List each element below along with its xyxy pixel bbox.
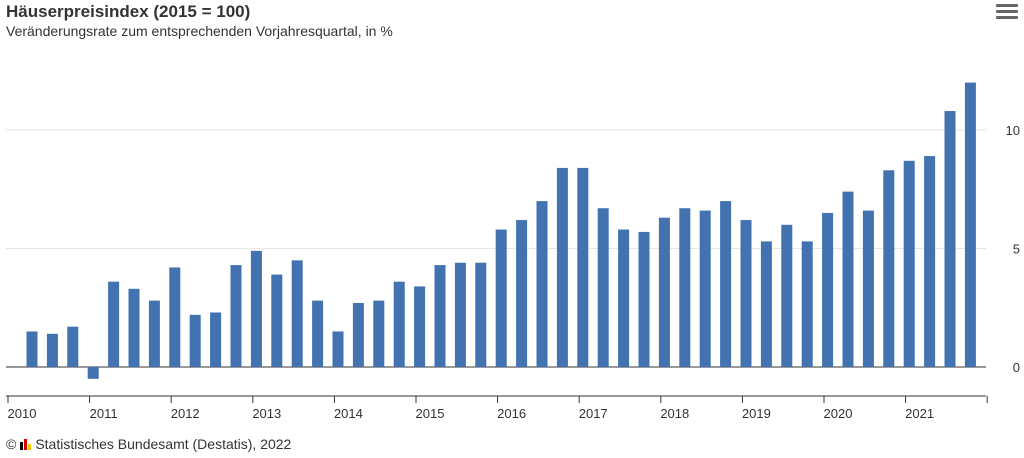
bar: 2019 Q2: 6 bbox=[781, 224, 793, 367]
bar: 2013 Q2: 4.5 bbox=[291, 260, 303, 367]
bar: 2017 Q1: 6.7 bbox=[597, 208, 609, 367]
hamburger-menu-icon[interactable] bbox=[996, 4, 1018, 22]
bar: 2010 Q3: 1.7 bbox=[67, 326, 79, 367]
chart-subtitle: Veränderungsrate zum entsprechenden Vorj… bbox=[6, 23, 393, 39]
credits-text: Statistisches Bundesamt (Destatis), 2022 bbox=[35, 436, 292, 452]
bar: 2020 Q4: 8.7 bbox=[903, 160, 915, 367]
credits: © Statistisches Bundesamt (Destatis), 20… bbox=[6, 436, 291, 452]
bar: 2020 Q3: 8.3 bbox=[883, 170, 895, 367]
x-tick-label: 2018 bbox=[660, 406, 689, 421]
x-tick-label: 2010 bbox=[8, 406, 37, 421]
bar: 2020 Q1: 7.4 bbox=[842, 191, 854, 367]
bar: 2012 Q2: 2.3 bbox=[210, 312, 222, 367]
x-tick-label: 2014 bbox=[334, 406, 363, 421]
bar: 2010 Q2: 1.4 bbox=[46, 333, 58, 367]
bar: 2021 Q1: 8.9 bbox=[924, 156, 936, 367]
bar: 2015 Q1: 4.3 bbox=[434, 265, 446, 367]
bar: 2012 Q3: 4.3 bbox=[230, 265, 242, 367]
bar: 2012 Q4: 4.9 bbox=[250, 250, 262, 367]
x-tick-label: 2017 bbox=[579, 406, 608, 421]
bar: 2011 Q2: 3.3 bbox=[128, 288, 140, 367]
x-tick-label: 2013 bbox=[252, 406, 281, 421]
bar: 2016 Q4: 8.4 bbox=[577, 167, 589, 367]
bar: 2018 Q2: 6.6 bbox=[699, 210, 711, 367]
x-tick-label: 2020 bbox=[824, 406, 853, 421]
x-tick-label: 2012 bbox=[171, 406, 200, 421]
y-tick-label: 5 bbox=[1013, 242, 1020, 257]
bar: 2019 Q1: 5.3 bbox=[760, 241, 772, 367]
bar: 2011 Q4: 4.2 bbox=[169, 267, 181, 367]
bar: 2011 Q3: 2.8 bbox=[148, 300, 160, 367]
bar: 2015 Q2: 4.4 bbox=[454, 262, 466, 367]
bar: 2017 Q2: 5.8 bbox=[618, 229, 630, 367]
bar: 2021 Q2: 10.8 bbox=[944, 111, 956, 367]
bar: 2016 Q2: 7 bbox=[536, 201, 548, 367]
bar: 2015 Q4: 5.8 bbox=[495, 229, 507, 367]
copyright-symbol: © bbox=[6, 436, 17, 452]
bar: 2017 Q3: 5.7 bbox=[638, 231, 650, 367]
x-tick-label: 2021 bbox=[905, 406, 934, 421]
bar: 2012 Q1: 2.2 bbox=[189, 314, 201, 367]
bar: 2013 Q1: 3.9 bbox=[271, 274, 283, 367]
bar: 2013 Q4: 1.5 bbox=[332, 331, 344, 367]
bar: 2018 Q3: 7 bbox=[720, 201, 732, 367]
bar: 2016 Q1: 6.2 bbox=[516, 220, 528, 367]
bar: 2021 Q3: 12 bbox=[964, 82, 976, 367]
x-tick-label: 2015 bbox=[416, 406, 445, 421]
bar: 2010 Q1: 1.5 bbox=[26, 331, 38, 367]
bar: 2014 Q1: 2.7 bbox=[352, 303, 364, 367]
bar: 2014 Q4: 3.4 bbox=[414, 286, 426, 367]
chart-title: Häuserpreisindex (2015 = 100) bbox=[6, 2, 251, 21]
bar: 2017 Q4: 6.3 bbox=[658, 217, 670, 367]
x-tick-label: 2019 bbox=[742, 406, 771, 421]
y-tick-label: 10 bbox=[1006, 123, 1020, 138]
bar: 2014 Q3: 3.6 bbox=[393, 281, 405, 367]
bar: 2014 Q2: 2.8 bbox=[373, 300, 385, 367]
bar-chart: 0 5 10 2010 Q1: 1.5 2010 Q2: 1.4 2010 Q3: 1.7… bbox=[6, 82, 1020, 421]
bar: 2013 Q3: 2.8 bbox=[312, 300, 324, 367]
bar: 2015 Q3: 4.4 bbox=[475, 262, 487, 367]
bar: 2018 Q4: 6.2 bbox=[740, 220, 752, 367]
bar: 2019 Q3: 5.3 bbox=[801, 241, 813, 367]
bar: 2010 Q4: -0.5 bbox=[87, 367, 99, 379]
destatis-logo-icon bbox=[20, 438, 32, 450]
bar: 2011 Q1: 3.6 bbox=[108, 281, 120, 367]
bar: 2019 Q4: 6.5 bbox=[822, 212, 834, 367]
bar: 2018 Q1: 6.7 bbox=[679, 208, 691, 367]
x-tick-label: 2011 bbox=[90, 406, 118, 421]
x-tick-label: 2016 bbox=[497, 406, 526, 421]
bar: 2020 Q2: 6.6 bbox=[862, 210, 874, 367]
y-tick-label: 0 bbox=[1013, 360, 1020, 375]
bar: 2016 Q3: 8.4 bbox=[556, 167, 568, 367]
